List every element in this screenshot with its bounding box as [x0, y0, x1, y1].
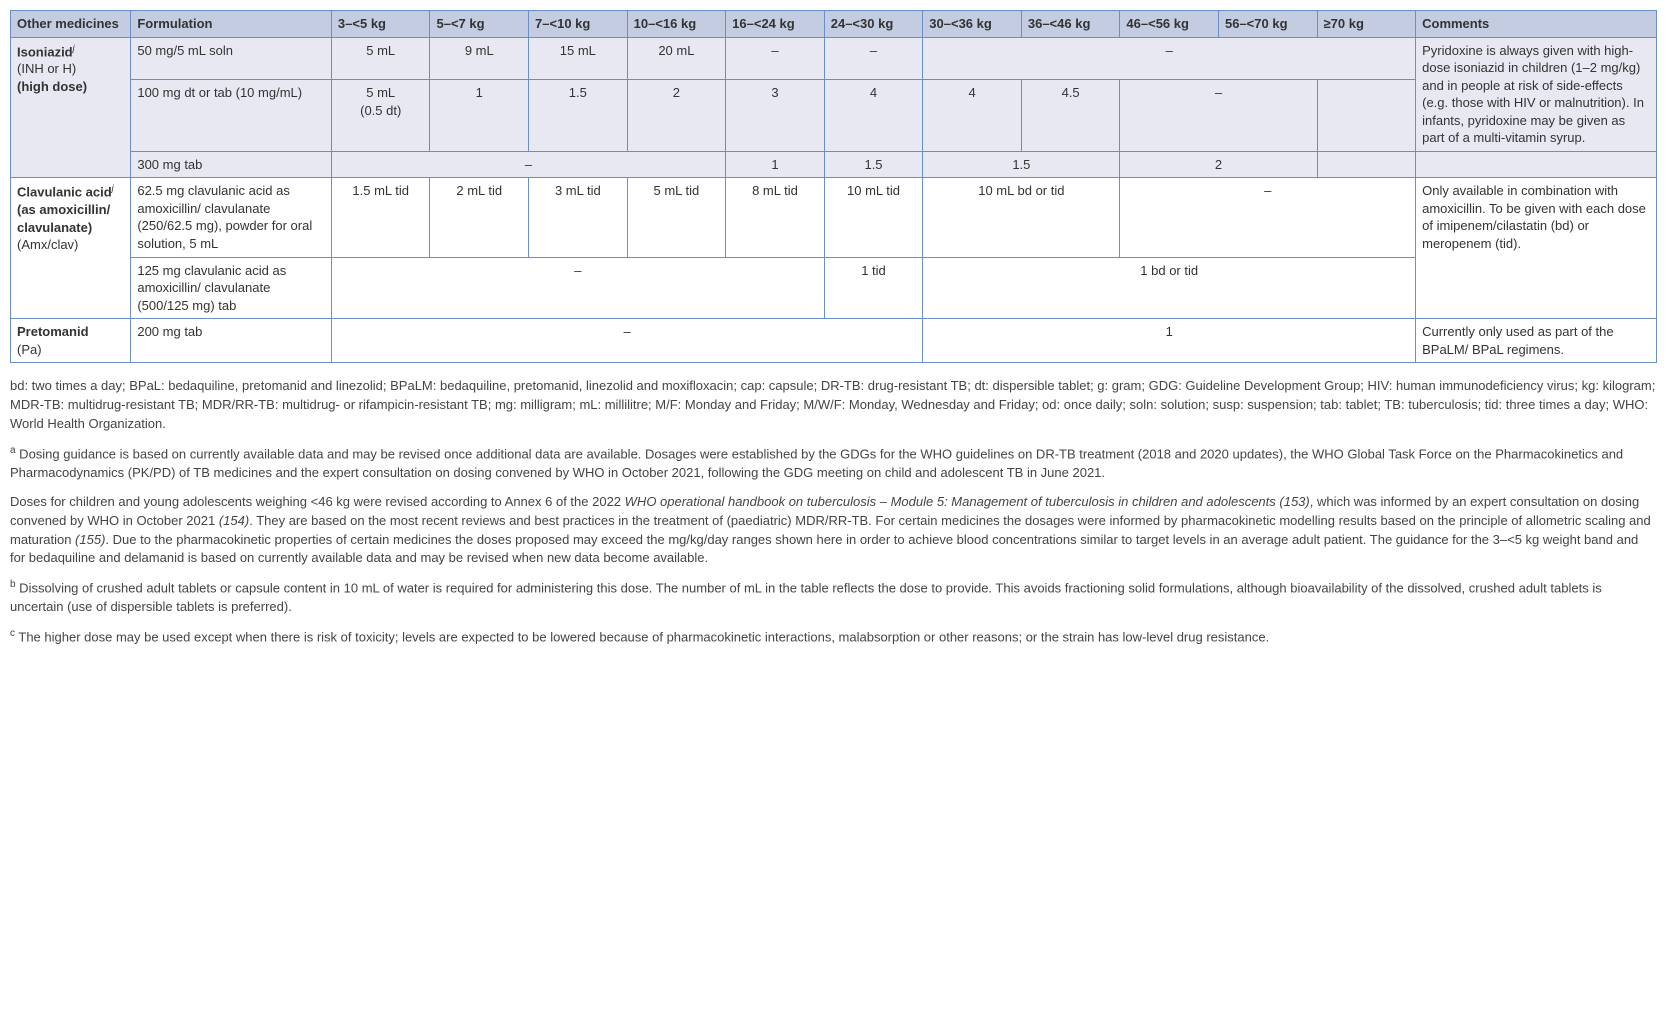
isoniazid-comment: Pyridoxine is always given with high-dos… — [1416, 37, 1657, 151]
fn-b-text: Dissolving of crushed adult tablets or c… — [10, 581, 1602, 615]
th-comments: Comments — [1416, 11, 1657, 38]
iso-r2-16-24: 3 — [726, 80, 825, 151]
iso-r2-36-46: 4.5 — [1021, 80, 1120, 151]
iso-r2-3-5a: 5 mL — [366, 85, 395, 100]
clav-comment: Only available in combination with amoxi… — [1416, 178, 1657, 319]
iso-r3-comment-empty — [1416, 151, 1657, 178]
clav-row-1: Clavulanic acidj (as amoxicillin/ clavul… — [11, 178, 1657, 257]
iso-r2-formulation: 100 mg dt or tab (10 mg/mL) — [131, 80, 332, 151]
iso-r3-46-70: 2 — [1120, 151, 1317, 178]
fn-p2-155: (155) — [75, 532, 105, 547]
th-w10-16: 10–<16 kg — [627, 11, 726, 38]
clav-sub: (Amx/clav) — [17, 237, 78, 252]
clav-r1-10-16: 5 mL tid — [627, 178, 726, 257]
clav-r1-24-30: 10 mL tid — [824, 178, 923, 257]
iso-r1-30-70p: – — [923, 37, 1416, 80]
iso-r2-5-7: 1 — [430, 80, 529, 151]
isoniazid-name: Isoniazid — [17, 44, 73, 59]
clav-r1-16-24: 8 mL tid — [726, 178, 825, 257]
th-w7-10: 7–<10 kg — [529, 11, 628, 38]
th-formulation: Formulation — [131, 11, 332, 38]
isoniazid-name-cell: Isoniazidj (INH or H) (high dose) — [11, 37, 131, 178]
th-w70p: ≥70 kg — [1317, 11, 1416, 38]
clav-r1-3-5: 1.5 mL tid — [331, 178, 430, 257]
iso-r1-3-5: 5 mL — [331, 37, 430, 80]
clav-r2-formulation: 125 mg clavulanic acid as amoxicillin/ c… — [131, 257, 332, 319]
iso-r2-70p — [1317, 80, 1416, 151]
footnote-a: a Dosing guidance is based on currently … — [10, 444, 1657, 483]
clav-name-cell: Clavulanic acidj (as amoxicillin/ clavul… — [11, 178, 131, 319]
clav-row-2: 125 mg clavulanic acid as amoxicillin/ c… — [11, 257, 1657, 319]
fn-p2-ital: WHO operational handbook on tuberculosis… — [625, 494, 1310, 509]
th-w30-36: 30–<36 kg — [923, 11, 1022, 38]
th-w46-56: 46–<56 kg — [1120, 11, 1219, 38]
preto-name: Pretomanid — [17, 324, 89, 339]
dosing-table: Other medicines Formulation 3–<5 kg 5–<7… — [10, 10, 1657, 363]
iso-r1-10-16: 20 mL — [627, 37, 726, 80]
footnote-b: b Dissolving of crushed adult tablets or… — [10, 578, 1657, 617]
preto-comment: Currently only used as part of the BPaLM… — [1416, 319, 1657, 363]
iso-r3-16-24: 1 — [726, 151, 825, 178]
preto-name-cell: Pretomanid (Pa) — [11, 319, 131, 363]
clav-r2-30-70p: 1 bd or tid — [923, 257, 1416, 319]
pretomanid-row: Pretomanid (Pa) 200 mg tab – 1 Currently… — [11, 319, 1657, 363]
iso-r1-24-30: – — [824, 37, 923, 80]
clav-r1-formulation: 62.5 mg clavulanic acid as amoxicillin/ … — [131, 178, 332, 257]
footnote-abbrev: bd: two times a day; BPaL: bedaquiline, … — [10, 377, 1657, 434]
iso-r2-3-5b: (0.5 dt) — [360, 103, 401, 118]
isoniazid-sub1: (INH or H) — [17, 61, 76, 76]
iso-r1-formulation: 50 mg/5 mL soln — [131, 37, 332, 80]
iso-r3-24-30: 1.5 — [824, 151, 923, 178]
fn-p2-154: (154) — [219, 513, 249, 528]
fn-a-text: Dosing guidance is based on currently av… — [10, 446, 1623, 480]
th-other-medicines: Other medicines — [11, 11, 131, 38]
th-w3-5: 3–<5 kg — [331, 11, 430, 38]
clav-r1-5-7: 2 mL tid — [430, 178, 529, 257]
clav-name1: Clavulanic acid — [17, 185, 112, 200]
fn-c-text: The higher dose may be used except when … — [15, 630, 1269, 645]
table-header-row: Other medicines Formulation 3–<5 kg 5–<7… — [11, 11, 1657, 38]
iso-r3-formulation: 300 mg tab — [131, 151, 332, 178]
iso-r1-16-24: – — [726, 37, 825, 80]
fn-p2-pre: Doses for children and young adolescents… — [10, 494, 625, 509]
preto-3-30: – — [331, 319, 922, 363]
th-w36-46: 36–<46 kg — [1021, 11, 1120, 38]
clav-r2-3-24: – — [331, 257, 824, 319]
iso-r2-30-36: 4 — [923, 80, 1022, 151]
iso-r2-7-10: 1.5 — [529, 80, 628, 151]
fn-p2-post: . Due to the pharmacokinetic properties … — [10, 532, 1638, 566]
iso-r2-24-30: 4 — [824, 80, 923, 151]
isoniazid-row-3: 300 mg tab – 1 1.5 1.5 2 — [11, 151, 1657, 178]
footnote-para2: Doses for children and young adolescents… — [10, 493, 1657, 568]
clav-r1-46-70p: – — [1120, 178, 1416, 257]
preto-sub: (Pa) — [17, 342, 42, 357]
preto-formulation: 200 mg tab — [131, 319, 332, 363]
th-w56-70: 56–<70 kg — [1218, 11, 1317, 38]
clav-r1-7-10: 3 mL tid — [529, 178, 628, 257]
isoniazid-sub2: (high dose) — [17, 79, 87, 94]
th-w16-24: 16–<24 kg — [726, 11, 825, 38]
clav-r1-30-46: 10 mL bd or tid — [923, 178, 1120, 257]
footnotes-block: bd: two times a day; BPaL: bedaquiline, … — [10, 377, 1657, 647]
clav-name2: (as amoxicillin/ clavulanate) — [17, 202, 110, 235]
th-w5-7: 5–<7 kg — [430, 11, 529, 38]
iso-r2-46-70: – — [1120, 80, 1317, 151]
isoniazid-sup: j — [73, 43, 75, 53]
isoniazid-row-2: 100 mg dt or tab (10 mg/mL) 5 mL (0.5 dt… — [11, 80, 1657, 151]
iso-r3-30-46: 1.5 — [923, 151, 1120, 178]
clav-r2-24-30: 1 tid — [824, 257, 923, 319]
isoniazid-row-1: Isoniazidj (INH or H) (high dose) 50 mg/… — [11, 37, 1657, 80]
preto-30-70p: 1 — [923, 319, 1416, 363]
iso-r3-3-16: – — [331, 151, 725, 178]
th-w24-30: 24–<30 kg — [824, 11, 923, 38]
iso-r3-70p — [1317, 151, 1416, 178]
iso-r2-3-5: 5 mL (0.5 dt) — [331, 80, 430, 151]
clav-sup: j — [112, 183, 114, 193]
iso-r1-7-10: 15 mL — [529, 37, 628, 80]
footnote-c: c The higher dose may be used except whe… — [10, 627, 1657, 647]
iso-r1-5-7: 9 mL — [430, 37, 529, 80]
iso-r2-10-16: 2 — [627, 80, 726, 151]
